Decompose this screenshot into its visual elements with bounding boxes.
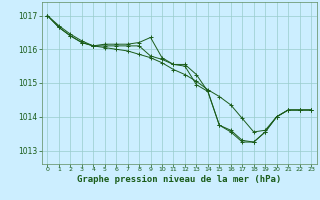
X-axis label: Graphe pression niveau de la mer (hPa): Graphe pression niveau de la mer (hPa) bbox=[77, 175, 281, 184]
